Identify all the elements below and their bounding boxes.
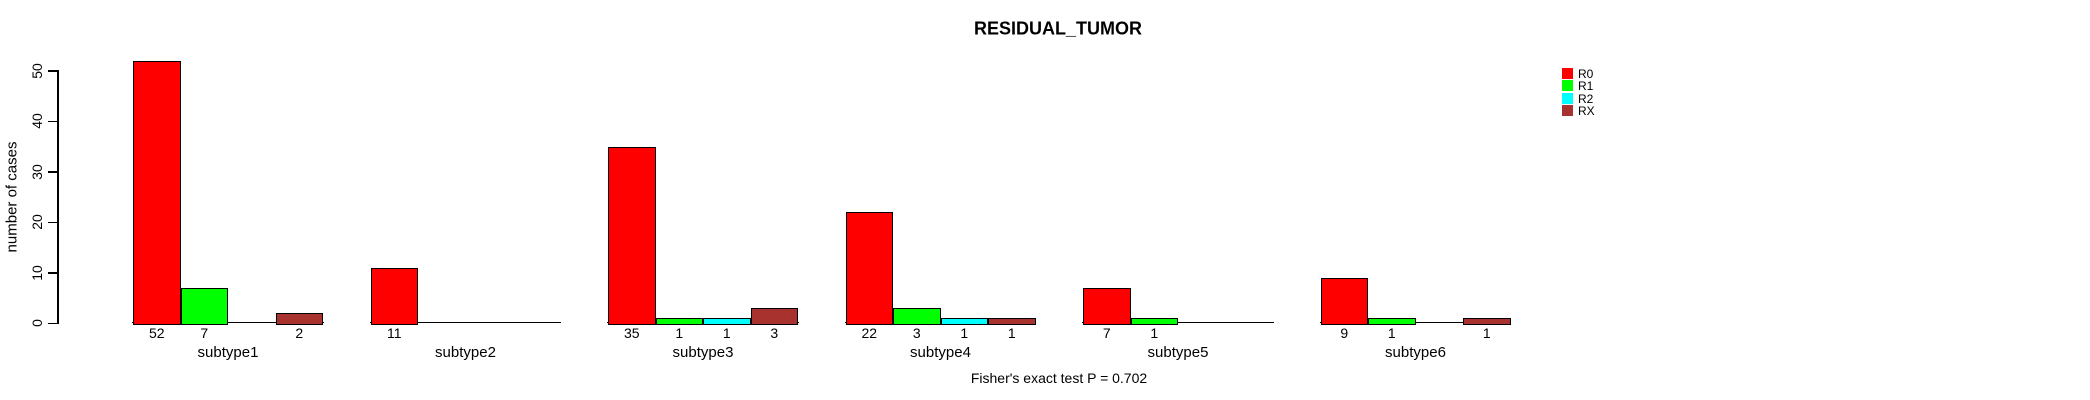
y-tick	[48, 70, 57, 72]
bar	[940, 318, 988, 325]
legend-label: RX	[1578, 104, 1595, 119]
bar-value-label: 22	[861, 325, 878, 341]
y-tick-label: 0	[29, 319, 45, 328]
bar-value-label: 35	[623, 325, 640, 341]
x-category-label: subtype4	[910, 344, 971, 361]
legend-label: R2	[1578, 91, 1594, 106]
bar-value-label: 7	[1102, 325, 1111, 341]
bar	[988, 318, 1036, 325]
bar-value-label: 11	[386, 325, 402, 341]
bar	[1368, 318, 1416, 325]
y-axis-line	[57, 69, 59, 325]
bar	[750, 308, 798, 325]
y-tick-label: 10	[29, 265, 45, 281]
bar-value-label: 1	[960, 325, 969, 341]
bar-value-label: 52	[148, 325, 165, 341]
legend-label: R1	[1578, 79, 1594, 94]
legend-label: R0	[1578, 66, 1594, 81]
legend-swatch	[1562, 105, 1573, 117]
bar	[370, 267, 418, 325]
bar-value-label: 1	[675, 325, 684, 341]
bar-value-label: 3	[770, 325, 779, 341]
group-baseline	[369, 321, 562, 324]
bar	[1130, 318, 1178, 325]
bar	[845, 212, 893, 325]
y-tick	[48, 120, 57, 123]
fisher-test-annotation: Fisher's exact test P = 0.702	[970, 370, 1148, 386]
bar-value-label: 7	[200, 325, 209, 341]
bar	[655, 318, 703, 325]
chart-title: RESIDUAL_TUMOR	[973, 18, 1143, 39]
bar	[1463, 318, 1511, 325]
x-category-label: subtype2	[435, 344, 496, 361]
bar-value-label: 1	[722, 325, 731, 341]
x-category-label: subtype6	[1385, 344, 1446, 361]
bar-value-label: 3	[912, 325, 921, 341]
y-tick-label: 40	[29, 113, 45, 130]
bar	[133, 60, 181, 325]
y-tick-label: 50	[29, 63, 45, 79]
y-tick-label: 20	[29, 214, 45, 231]
y-tick-label: 30	[29, 164, 45, 180]
bar-value-label: 1	[1007, 325, 1016, 341]
x-category-label: subtype5	[1147, 344, 1209, 361]
y-tick	[48, 171, 57, 173]
bar-value-label: 1	[1482, 325, 1491, 341]
bar-value-label: 9	[1340, 325, 1349, 341]
x-category-label: subtype3	[672, 344, 734, 361]
x-category-label: subtype1	[197, 344, 259, 361]
legend-swatch	[1562, 80, 1573, 92]
y-tick	[48, 322, 57, 325]
bar	[893, 308, 941, 325]
y-tick	[48, 272, 57, 274]
legend-swatch	[1562, 67, 1573, 79]
bar	[180, 287, 228, 325]
legend-swatch	[1562, 92, 1573, 104]
y-tick	[48, 221, 57, 224]
bar	[608, 146, 656, 325]
bar-value-label: 1	[1387, 325, 1396, 341]
bar	[275, 313, 323, 325]
bar	[1083, 287, 1131, 325]
bar-value-label: 2	[295, 325, 304, 341]
bar-value-label: 1	[1150, 325, 1159, 341]
y-axis-title: number of cases	[3, 141, 21, 253]
bar	[703, 318, 751, 325]
bar	[1320, 277, 1368, 325]
